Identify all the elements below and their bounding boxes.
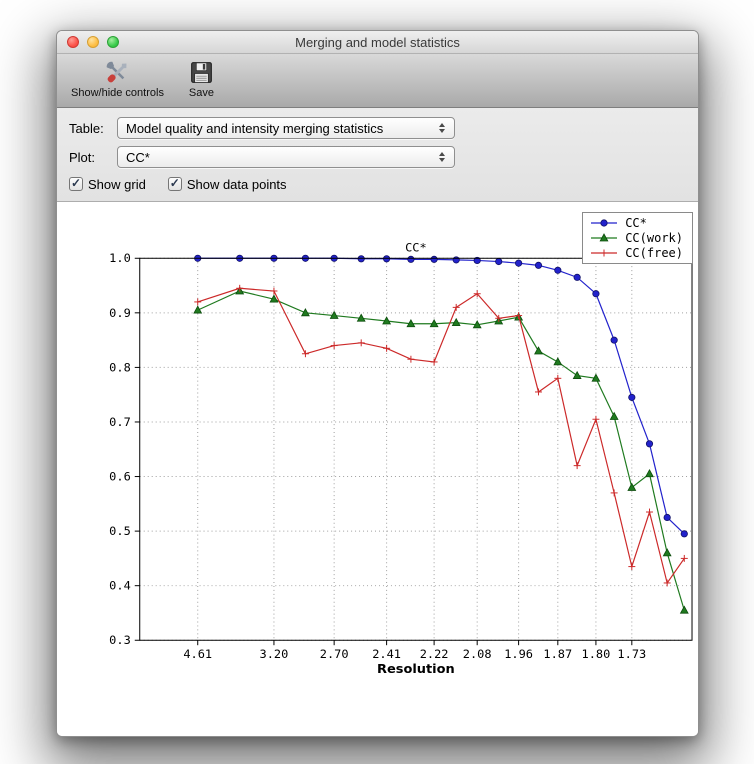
legend-item: CC* <box>589 216 683 230</box>
chevrons-icon <box>434 123 450 133</box>
zoom-button[interactable] <box>107 36 119 48</box>
svg-text:4.61: 4.61 <box>183 647 212 661</box>
legend-label: CC(free) <box>625 246 683 260</box>
legend-marker-icon <box>591 219 618 227</box>
svg-text:0.7: 0.7 <box>109 415 131 429</box>
svg-text:1.80: 1.80 <box>582 647 611 661</box>
svg-text:0.8: 0.8 <box>109 360 131 374</box>
legend-item: CC(work) <box>589 231 683 245</box>
svg-text:2.08: 2.08 <box>463 647 492 661</box>
show-grid-checkbox[interactable]: Show grid <box>69 177 146 192</box>
app-window: Merging and model statistics Show/hide c… <box>56 30 699 737</box>
tools-icon <box>106 61 127 83</box>
table-label: Table: <box>69 120 104 136</box>
svg-text:1.87: 1.87 <box>543 647 572 661</box>
checkbox-row: Show grid Show data points <box>69 174 698 194</box>
svg-text:1.96: 1.96 <box>504 647 533 661</box>
window-title: Merging and model statistics <box>295 34 460 50</box>
table-row: Table: Model quality and intensity mergi… <box>69 116 698 140</box>
toolbar: Show/hide controls Save <box>57 54 698 108</box>
table-select-value: Model quality and intensity merging stat… <box>126 120 384 136</box>
svg-text:0.3: 0.3 <box>109 633 131 647</box>
show-hide-controls-label: Show/hide controls <box>71 87 164 99</box>
show-data-points-label: Show data points <box>186 176 287 192</box>
svg-text:0.5: 0.5 <box>109 524 131 538</box>
show-hide-controls-button[interactable]: Show/hide controls <box>67 58 168 100</box>
svg-text:2.70: 2.70 <box>320 647 349 661</box>
save-icon <box>191 62 212 83</box>
svg-text:0.4: 0.4 <box>109 579 131 593</box>
legend-marker-icon <box>591 233 618 242</box>
controls-panel: Table: Model quality and intensity mergi… <box>57 108 698 202</box>
show-grid-label: Show grid <box>88 176 146 192</box>
chart-legend: CC* CC(work) CC(free) <box>582 212 693 264</box>
show-data-points-checkbox[interactable]: Show data points <box>167 176 287 192</box>
save-label: Save <box>188 87 214 99</box>
svg-text:3.20: 3.20 <box>260 647 289 661</box>
checkbox-icon <box>69 177 83 191</box>
checkbox-icon <box>167 177 182 191</box>
svg-text:CC*: CC* <box>405 240 427 254</box>
svg-text:2.22: 2.22 <box>420 647 449 661</box>
svg-text:Resolution: Resolution <box>377 662 455 677</box>
legend-item: CC(free) <box>589 246 683 260</box>
minimize-button[interactable] <box>87 36 99 48</box>
save-button[interactable]: Save <box>184 58 219 100</box>
traffic-lights <box>67 36 119 48</box>
plot-select[interactable]: CC* <box>117 146 455 168</box>
legend-label: CC(work) <box>625 231 683 245</box>
chevrons-icon <box>434 152 450 162</box>
plot-select-value: CC* <box>126 149 150 165</box>
plot-row: Plot: CC* <box>69 145 698 169</box>
legend-label: CC* <box>625 216 647 230</box>
svg-text:1.0: 1.0 <box>109 251 131 265</box>
svg-text:1.73: 1.73 <box>617 647 646 661</box>
table-select[interactable]: Model quality and intensity merging stat… <box>117 117 455 139</box>
legend-marker-icon <box>591 249 618 257</box>
svg-text:2.41: 2.41 <box>372 647 401 661</box>
plot-label: Plot: <box>69 149 96 165</box>
svg-text:0.9: 0.9 <box>109 306 131 320</box>
close-button[interactable] <box>67 36 79 48</box>
chart-area: 0.3 0.4 0.5 0.6 0.7 0.8 0.9 1.0 4.61 3.20 2.70 2.41… <box>57 202 698 736</box>
svg-text:0.6: 0.6 <box>109 470 131 484</box>
titlebar[interactable]: Merging and model statistics <box>57 31 698 54</box>
chart-canvas: 0.3 0.4 0.5 0.6 0.7 0.8 0.9 1.0 4.61 3.20 2.70 2.41… <box>109 240 693 677</box>
